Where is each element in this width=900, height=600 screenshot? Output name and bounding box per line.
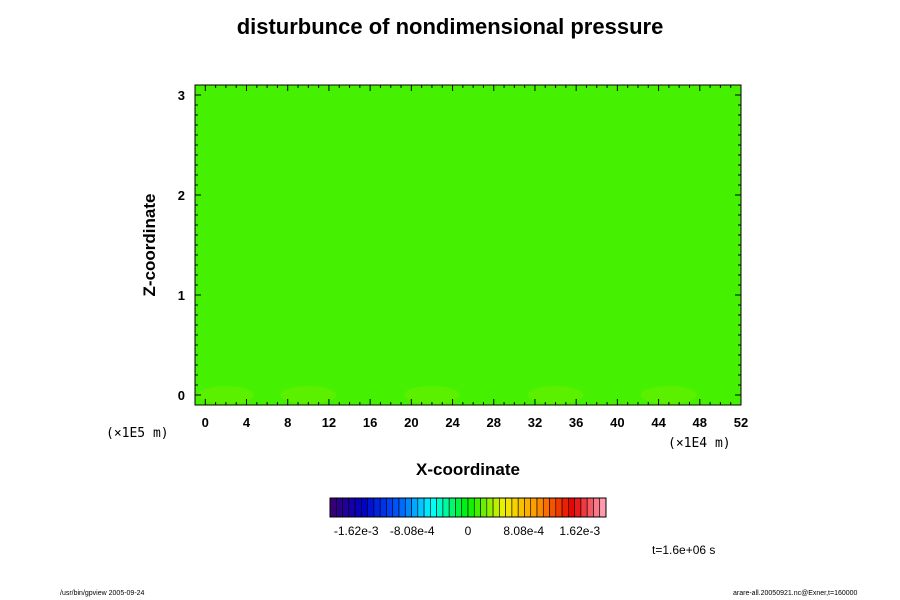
x-tick-label: 8 [284,415,291,430]
colorbar-cell [593,497,601,518]
x-tick-label: 28 [487,415,501,430]
pressure-field-bumps [197,386,697,404]
y-axis-label: Z-coordinate [140,193,159,297]
colorbar-cell [561,497,569,518]
colorbar-cell [486,497,494,518]
colorbar-cell [373,497,381,518]
y-tick-label: 0 [178,388,185,403]
x-axis-unit: (×1E4 m) [668,436,731,451]
footer-command: /usr/bin/gpview 2005-09-24 [60,590,145,597]
field-patch [527,386,584,404]
colorbar-cell [430,497,437,518]
field-patch [197,386,254,404]
colorbar-cell [392,497,400,518]
footer-source: arare-all.20050921.nc@Exner,t=160000 [733,590,858,597]
colorbar-cell [480,497,488,518]
colorbar-cell [467,497,475,518]
y-tick-label: 1 [178,288,185,303]
colorbar-cell [536,497,544,518]
colorbar-tick-labels: -1.62e-3 -8.08e-4 0 8.08e-4 1.62e-3 [334,524,601,538]
colorbar-cell [530,497,538,518]
colorbar [329,497,607,518]
colorbar-cell [524,497,532,518]
colorbar-cell [599,497,607,518]
colorbar-cell [354,497,362,518]
colorbar-cell [574,497,582,518]
field-patch [280,386,337,404]
chart-title: disturbunce of nondimensional pressure [236,14,664,39]
colorbar-cell [517,497,525,518]
field-patch [403,386,460,404]
colorbar-tick-label: 1.62e-3 [559,524,600,538]
colorbar-cell [386,497,394,518]
x-tick-label: 40 [610,415,624,430]
y-tick-label: 3 [178,88,185,103]
colorbar-cell [511,497,519,518]
colorbar-cell [361,497,368,518]
colorbar-cell [423,497,431,518]
colorbar-cell [411,497,419,518]
colorbar-cell [342,497,350,518]
colorbar-cell [542,497,550,518]
time-label: t=1.6e+06 s [652,543,716,557]
colorbar-cell [580,497,588,518]
x-tick-label: 0 [202,415,209,430]
colorbar-cell [568,497,575,518]
x-tick-labels: 0 4 8 12 16 20 24 28 32 36 40 44 48 52 [202,415,749,430]
x-tick-label: 48 [693,415,707,430]
colorbar-cell [367,497,375,518]
colorbar-tick-label: 8.08e-4 [503,524,544,538]
x-tick-label: 16 [363,415,377,430]
x-tick-label: 4 [243,415,251,430]
colorbar-tick-label: 0 [465,524,472,538]
field-patch [640,386,697,404]
y-tick-label: 2 [178,188,185,203]
x-tick-label: 20 [404,415,418,430]
x-tick-label: 52 [734,415,748,430]
colorbar-tick-label: -1.62e-3 [334,524,379,538]
colorbar-cell [549,497,557,518]
colorbar-cell [455,497,463,518]
colorbar-cell [442,497,450,518]
colorbar-cell [448,497,456,518]
pressure-field [195,85,741,405]
x-tick-label: 44 [651,415,666,430]
y-tick-labels: 0 1 2 3 [178,88,185,403]
colorbar-cell [492,497,500,518]
colorbar-cell [398,497,406,518]
x-tick-label: 12 [322,415,336,430]
axis-ticks [195,84,742,405]
colorbar-cell [379,497,387,518]
colorbar-cell [473,497,481,518]
colorbar-tick-label: -8.08e-4 [390,524,435,538]
colorbar-cell [329,497,337,518]
x-tick-label: 24 [445,415,460,430]
x-tick-label: 32 [528,415,542,430]
colorbar-cell [436,497,444,518]
x-axis-label: X-coordinate [416,460,520,479]
y-axis-unit: (×1E5 m) [106,426,169,441]
colorbar-frame [329,497,607,518]
colorbar-cell [555,497,563,518]
colorbar-cell [417,497,425,518]
colorbar-cell [505,497,513,518]
colorbar-cell [461,497,469,518]
colorbar-cell [499,497,506,518]
colorbar-cell [348,497,356,518]
colorbar-cell [404,497,412,518]
colorbar-cell [586,497,594,518]
x-tick-label: 36 [569,415,583,430]
colorbar-cell [335,497,343,518]
